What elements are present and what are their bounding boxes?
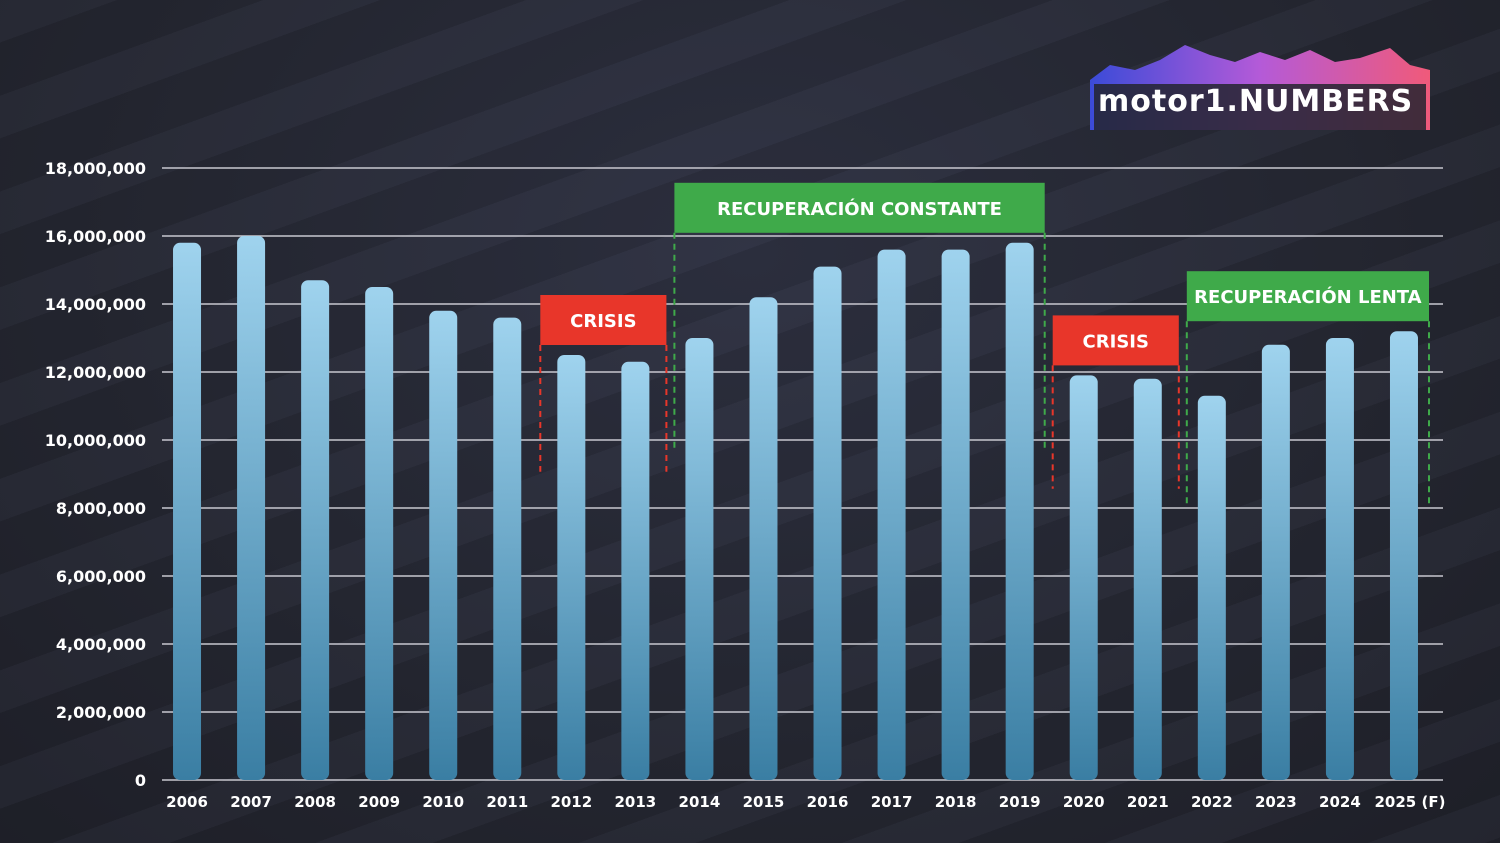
- bar-2015: [749, 297, 778, 780]
- annotation-label: CRISIS: [570, 311, 636, 332]
- x-tick-label: 2020: [1063, 793, 1105, 811]
- bar-2017: [877, 249, 906, 781]
- y-tick-label: 14,000,000: [45, 295, 146, 314]
- x-tick-label: 2019: [999, 793, 1041, 811]
- x-tick-label: 2022: [1191, 793, 1233, 811]
- annotation-box: [540, 295, 667, 345]
- x-tick-label: 2009: [358, 793, 400, 811]
- annotation-box: [1186, 271, 1429, 322]
- annotation-box: [674, 182, 1045, 233]
- x-tick-label: 2014: [679, 793, 721, 811]
- bar-2016: [813, 266, 842, 781]
- x-tick-label: 2025 (F): [1375, 793, 1446, 811]
- bar-2018: [941, 249, 970, 781]
- bar-2008: [301, 280, 330, 780]
- y-tick-label: 8,000,000: [56, 499, 146, 518]
- y-tick-label: 6,000,000: [56, 567, 146, 586]
- y-tick-label: 16,000,000: [45, 227, 146, 246]
- annotation-label: CRISIS: [1083, 331, 1149, 352]
- bar-2009: [365, 287, 394, 780]
- bar-2014: [685, 338, 714, 780]
- bar-2010: [429, 310, 458, 780]
- bar-2021: [1133, 378, 1162, 780]
- annotation-box: [1052, 315, 1179, 366]
- x-tick-label: 2015: [743, 793, 785, 811]
- bar-2024: [1325, 338, 1354, 780]
- y-tick-label: 10,000,000: [45, 431, 146, 450]
- y-tick-label: 2,000,000: [56, 703, 146, 722]
- bar-2025 (F): [1389, 331, 1418, 780]
- bar-2019: [1005, 242, 1034, 781]
- x-tick-label: 2024: [1319, 793, 1361, 811]
- x-tick-label: 2006: [166, 793, 208, 811]
- x-tick-label: 2018: [935, 793, 977, 811]
- mountain-logo-icon: [1090, 45, 1430, 130]
- bar-2020: [1069, 375, 1098, 780]
- y-tick-label: 0: [135, 771, 146, 790]
- bar-2011: [493, 317, 522, 780]
- x-tick-label: 2010: [422, 793, 464, 811]
- y-tick-label: 4,000,000: [56, 635, 146, 654]
- x-tick-label: 2023: [1255, 793, 1297, 811]
- y-tick-label: 12,000,000: [45, 363, 146, 382]
- x-tick-label: 2011: [486, 793, 528, 811]
- bar-2012: [557, 355, 586, 780]
- logo-text: motor1.NUMBERS: [1098, 84, 1414, 119]
- x-tick-label: 2007: [230, 793, 272, 811]
- x-tick-label: 2017: [871, 793, 913, 811]
- annotation-label: RECUPERACIÓN LENTA: [1194, 286, 1422, 308]
- x-tick-label: 2013: [615, 793, 657, 811]
- bar-2013: [621, 361, 650, 780]
- motor1-numbers-logo: motor1.NUMBERS: [1090, 40, 1430, 130]
- x-tick-label: 2016: [807, 793, 849, 811]
- y-tick-label: 18,000,000: [45, 159, 146, 178]
- bar-2006: [173, 242, 202, 781]
- bar-2022: [1197, 395, 1226, 780]
- bar-2007: [237, 236, 266, 780]
- x-tick-label: 2008: [294, 793, 336, 811]
- bar-2023: [1261, 344, 1290, 780]
- x-tick-label: 2021: [1127, 793, 1169, 811]
- annotation-label: RECUPERACIÓN CONSTANTE: [717, 198, 1002, 220]
- x-tick-label: 2012: [550, 793, 592, 811]
